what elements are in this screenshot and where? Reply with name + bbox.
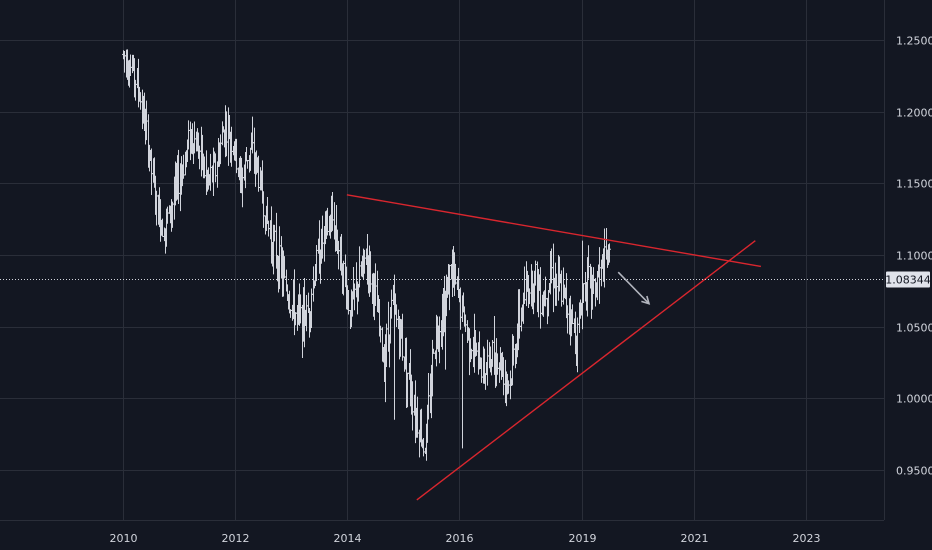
down-arrow-shaft	[617, 271, 650, 305]
y-tick-label: 1.15000	[896, 178, 932, 191]
trendline	[416, 240, 756, 501]
down-arrow-head	[641, 295, 651, 305]
trendlines	[0, 194, 884, 501]
x-tick-label: 2010	[110, 532, 138, 545]
y-tick-label: 1.25000	[896, 35, 932, 48]
y-tick-label: 1.10000	[896, 250, 932, 263]
x-tick-label: 2016	[446, 532, 474, 545]
current-price-label: 1.08344	[885, 274, 931, 287]
x-tick-label: 2019	[569, 532, 597, 545]
price-bars	[122, 49, 611, 461]
grid	[0, 0, 884, 520]
x-tick-label: 2023	[793, 532, 821, 545]
trendline	[346, 194, 762, 268]
x-tick-label: 2014	[334, 532, 362, 545]
current-price-tag	[886, 271, 930, 288]
x-tick-label: 2021	[681, 532, 709, 545]
y-tick-label: 0.95000	[896, 465, 932, 478]
x-tick-label: 2012	[222, 532, 250, 545]
y-tick-label: 1.00000	[896, 393, 932, 406]
y-tick-label: 1.20000	[896, 107, 932, 120]
y-tick-label: 1.05000	[896, 322, 932, 335]
